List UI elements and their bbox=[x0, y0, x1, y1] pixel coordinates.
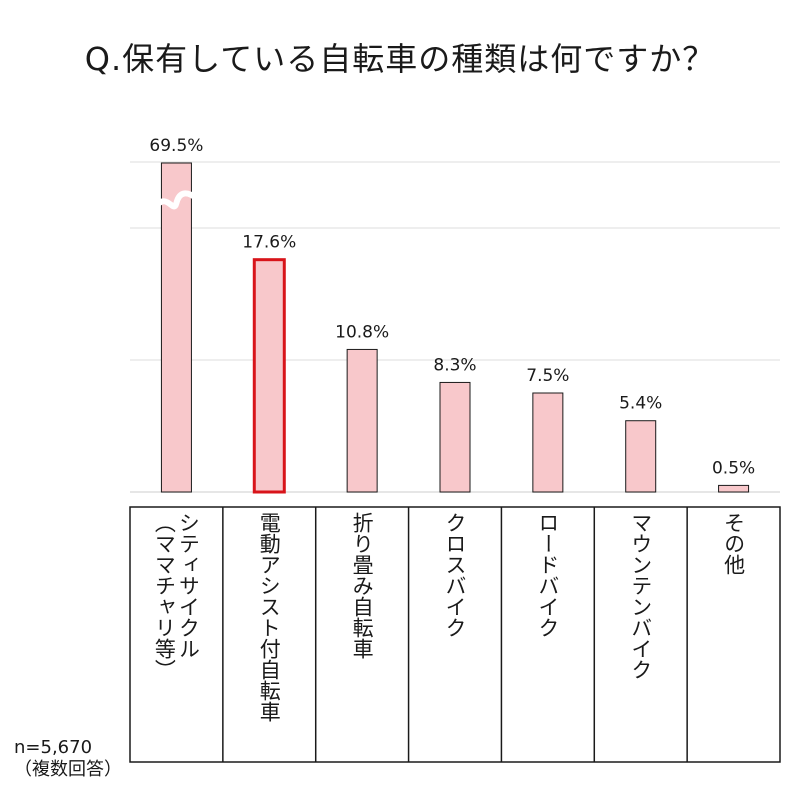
bar bbox=[718, 484, 750, 493]
category-label: ロードバイク bbox=[535, 512, 560, 638]
multiple-answer-note: （複数回答） bbox=[14, 759, 122, 780]
value-label: 5.4% bbox=[619, 394, 662, 414]
category-table bbox=[129, 506, 781, 763]
value-label: 69.5% bbox=[149, 136, 203, 156]
category-label: シティサイクル （ママチャリ等） bbox=[152, 512, 201, 680]
category-label: マウンテンバイク bbox=[628, 512, 653, 680]
bar bbox=[625, 420, 657, 493]
axis-break-mark bbox=[153, 190, 200, 210]
sample-note: n=5,670 （複数回答） bbox=[14, 737, 122, 781]
bar bbox=[160, 162, 192, 493]
value-label: 17.6% bbox=[242, 233, 296, 253]
value-label: 8.3% bbox=[433, 355, 476, 375]
bar bbox=[439, 381, 471, 493]
value-label: 7.5% bbox=[526, 366, 569, 386]
sample-size: n=5,670 bbox=[14, 737, 93, 758]
bar bbox=[532, 392, 564, 493]
table-border bbox=[129, 506, 781, 763]
category-label: 電動アシスト付自転車 bbox=[257, 512, 282, 722]
category-label: その他 bbox=[721, 512, 746, 575]
bar bbox=[346, 348, 378, 493]
value-label: 10.8% bbox=[335, 322, 389, 342]
category-label: 折り畳み自転車 bbox=[350, 512, 375, 659]
bars: 69.5% 17.6% 10.8% 8.3% 7.5% 5.4% 0.5% bbox=[149, 136, 755, 494]
chart-title: Q.保有している自転車の種類は何ですか？ bbox=[84, 40, 716, 78]
value-label: 0.5% bbox=[712, 458, 755, 478]
bar bbox=[252, 258, 286, 494]
category-label: クロスバイク bbox=[443, 512, 467, 638]
